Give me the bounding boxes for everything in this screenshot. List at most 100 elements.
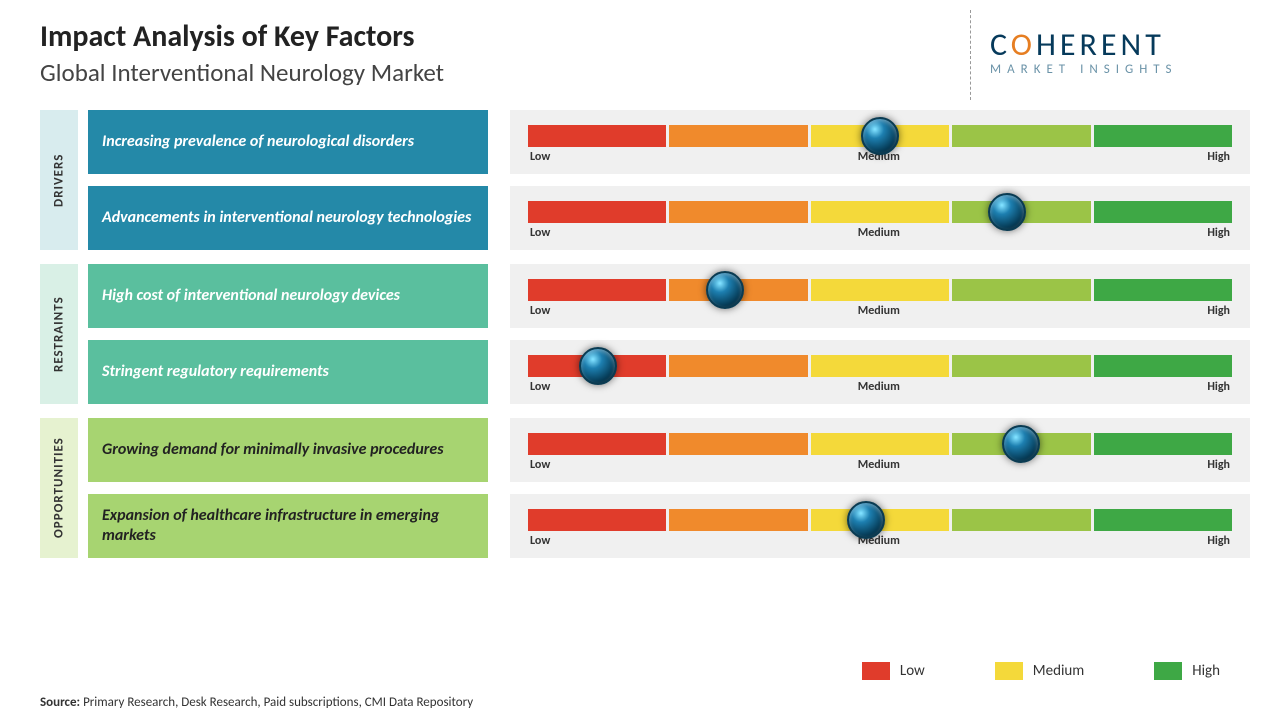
slider-segment (669, 125, 807, 147)
factor-text: Increasing prevalence of neurological di… (102, 132, 414, 152)
category-label-drivers: DRIVERS (40, 110, 78, 250)
table-row: Stringent regulatory requirements Low Medi… (88, 340, 1250, 404)
category-rows-drivers: Increasing prevalence of neurological di… (88, 110, 1250, 250)
factor-label: High cost of interventional neurology de… (88, 264, 488, 328)
slider-scale-labels: LowMediumHigh (528, 304, 1232, 318)
legend-item: Medium (995, 662, 1084, 680)
scale-label-low: Low (530, 304, 550, 318)
legend-label: Medium (1033, 662, 1084, 680)
source-text: Primary Research, Desk Research, Paid su… (80, 695, 473, 710)
impact-table: DRIVERS Increasing prevalence of neurolog… (40, 110, 1250, 572)
factor-text: Advancements in interventional neurology… (102, 208, 471, 228)
slider-segment (952, 125, 1090, 147)
scale-label-low: Low (530, 458, 550, 472)
slider-knob (579, 347, 617, 385)
table-row: Increasing prevalence of neurological di… (88, 110, 1250, 174)
slider-track (528, 201, 1232, 223)
legend: Low Medium High (862, 662, 1220, 680)
slider-segment (1094, 355, 1232, 377)
slider-segment (811, 279, 949, 301)
impact-slider: Low Medium High (510, 418, 1250, 482)
source-prefix: Source: (40, 695, 80, 710)
slider-segment (952, 509, 1090, 531)
impact-slider: LowMediumHigh (510, 110, 1250, 174)
impact-slider: LowMediumHigh (510, 264, 1250, 328)
slider-segment (669, 509, 807, 531)
legend-item: Low (862, 662, 925, 680)
slider-segment (1094, 433, 1232, 455)
slider-segment (669, 433, 807, 455)
slider-scale-labels: Low Medium High (528, 458, 1232, 472)
slider-track (528, 355, 1232, 377)
scale-label-medium: Medium (858, 226, 900, 240)
factor-label: Advancements in interventional neurology… (88, 186, 488, 250)
factor-text: Stringent regulatory requirements (102, 362, 329, 382)
category-label-opps: OPPORTUNITIES (40, 418, 78, 558)
factor-text: High cost of interventional neurology de… (102, 286, 400, 306)
impact-slider: LowMediumHigh (510, 340, 1250, 404)
category-rows-opps: Growing demand for minimally invasive pr… (88, 418, 1250, 558)
legend-label: High (1192, 662, 1220, 680)
table-row: Expansion of healthcare infrastructure i… (88, 494, 1250, 558)
slider-segment (528, 279, 666, 301)
scale-label-medium: Medium (858, 380, 900, 394)
slider-knob (988, 193, 1026, 231)
slider-segment (528, 509, 666, 531)
scale-label-low: Low (530, 534, 550, 548)
scale-label-high: High (1207, 458, 1230, 472)
category-group-drivers: DRIVERS Increasing prevalence of neurolog… (40, 110, 1250, 250)
slider-knob (861, 117, 899, 155)
scale-label-low: Low (530, 226, 550, 240)
legend-swatch (1154, 662, 1182, 680)
table-row: Advancements in interventional neurology… (88, 186, 1250, 250)
table-row: Growing demand for minimally invasive pr… (88, 418, 1250, 482)
brand-logo: COHERENT MARKET INSIGHTS (990, 25, 1240, 77)
factor-text: Growing demand for minimally invasive pr… (102, 440, 444, 460)
logo-subtext: MARKET INSIGHTS (990, 62, 1240, 77)
slider-segment (952, 279, 1090, 301)
legend-item: High (1154, 662, 1220, 680)
slider-segment (1094, 125, 1232, 147)
factor-label: Growing demand for minimally invasive pr… (88, 418, 488, 482)
scale-label-high: High (1207, 534, 1230, 548)
slider-segment (669, 355, 807, 377)
scale-label-high: High (1207, 150, 1230, 164)
source-line: Source: Primary Research, Desk Research,… (40, 695, 473, 710)
factor-label: Stringent regulatory requirements (88, 340, 488, 404)
slider-track (528, 125, 1232, 147)
slider-segment (811, 433, 949, 455)
category-group-opps: OPPORTUNITIES Growing demand for minimall… (40, 418, 1250, 558)
legend-swatch (995, 662, 1023, 680)
factor-text: Expansion of healthcare infrastructure i… (102, 506, 474, 546)
slider-segment (1094, 509, 1232, 531)
category-group-restraints: RESTRAINTS High cost of interventional ne… (40, 264, 1250, 404)
scale-label-high: High (1207, 304, 1230, 318)
factor-label: Expansion of healthcare infrastructure i… (88, 494, 488, 558)
impact-slider: Low Medium High (510, 186, 1250, 250)
slider-segment (669, 201, 807, 223)
logo-word: COHERENT (990, 25, 1240, 64)
slider-segment (811, 355, 949, 377)
impact-slider: LowMediumHigh (510, 494, 1250, 558)
header-divider (970, 10, 971, 100)
slider-segment (811, 201, 949, 223)
legend-swatch (862, 662, 890, 680)
slider-track (528, 279, 1232, 301)
scale-label-medium: Medium (858, 458, 900, 472)
slider-segment (952, 355, 1090, 377)
scale-label-low: Low (530, 150, 550, 164)
factor-label: Increasing prevalence of neurological di… (88, 110, 488, 174)
scale-label-high: High (1207, 226, 1230, 240)
slider-knob (847, 501, 885, 539)
slider-knob (1002, 425, 1040, 463)
slider-segment (528, 201, 666, 223)
slider-scale-labels: Low Medium High (528, 226, 1232, 240)
slider-scale-labels: LowMediumHigh (528, 534, 1232, 548)
category-label-restraints: RESTRAINTS (40, 264, 78, 404)
legend-label: Low (900, 662, 925, 680)
table-row: High cost of interventional neurology de… (88, 264, 1250, 328)
slider-segment (1094, 201, 1232, 223)
slider-segment (528, 125, 666, 147)
scale-label-low: Low (530, 380, 550, 394)
slider-segment (528, 433, 666, 455)
